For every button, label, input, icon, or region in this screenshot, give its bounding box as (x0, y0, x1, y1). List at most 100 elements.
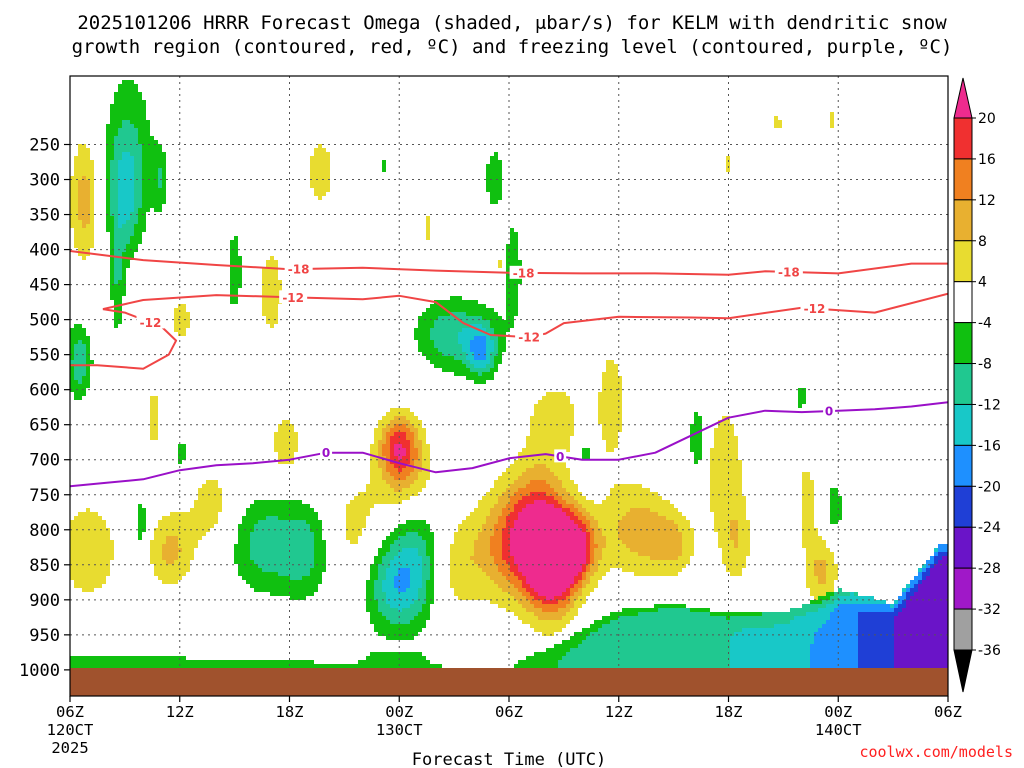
omega-cell (510, 548, 586, 552)
omega-cell (430, 556, 434, 560)
omega-cell (426, 220, 430, 224)
omega-cell (490, 512, 502, 516)
omega-cell (802, 496, 814, 500)
omega-cell (566, 596, 570, 600)
omega-cell (506, 252, 518, 256)
omega-cell (402, 608, 422, 612)
omega-cell (114, 300, 122, 304)
omega-cell (174, 560, 190, 564)
omega-cell (858, 656, 894, 660)
omega-cell (738, 536, 750, 540)
omega-cell (462, 348, 470, 352)
omega-cell (278, 572, 310, 576)
omega-cell (418, 552, 426, 556)
omega-cell (894, 660, 948, 664)
omega-cell (570, 516, 578, 520)
omega-cell (382, 452, 390, 456)
omega-cell (802, 512, 814, 516)
omega-cell (734, 540, 738, 544)
omega-cell (154, 528, 210, 532)
colorbar-bin (953, 158, 973, 201)
omega-cell (906, 584, 910, 588)
omega-cell (70, 360, 86, 364)
omega-cell (582, 568, 586, 572)
omega-cell (694, 456, 702, 460)
omega-cell (450, 296, 462, 300)
omega-cell (738, 544, 750, 548)
omega-cell (138, 520, 146, 524)
omega-cell (118, 188, 134, 192)
omega-cell (582, 592, 590, 596)
omega-cell (118, 196, 134, 200)
omega-cell (498, 496, 510, 500)
omega-cell (370, 568, 378, 572)
omega-cell (710, 460, 742, 464)
omega-cell (426, 236, 430, 240)
omega-cell (774, 624, 822, 628)
omega-cell (814, 568, 826, 572)
omega-cell (250, 536, 314, 540)
omega-cell (110, 252, 114, 256)
omega-cell (722, 560, 746, 564)
omega-cell (490, 160, 502, 164)
omega-cell (378, 464, 386, 468)
omega-cell (498, 264, 502, 268)
omega-cell (418, 340, 434, 344)
omega-cell (802, 544, 826, 548)
omega-cell (250, 584, 318, 588)
omega-cell (498, 476, 518, 480)
omega-cell (174, 320, 190, 324)
omega-cell (114, 240, 130, 244)
omega-cell (114, 96, 142, 100)
omega-cell (894, 652, 948, 656)
omega-cell (502, 472, 522, 476)
omega-cell (110, 188, 118, 192)
omega-cell (462, 328, 486, 332)
omega-cell (382, 428, 390, 432)
omega-cell (230, 244, 238, 248)
colorbar-bin (953, 322, 973, 365)
omega-cell (494, 524, 506, 528)
omega-cell (594, 540, 606, 544)
omega-cell (730, 656, 810, 660)
omega-cell (606, 448, 614, 452)
colorbar-bin (953, 485, 973, 528)
omega-cell (238, 540, 250, 544)
omega-cell (422, 560, 430, 564)
y-tick-label: 850 (29, 556, 60, 576)
omega-cell (70, 380, 78, 384)
y-tick-label: 1000 (19, 661, 60, 681)
omega-cell (494, 152, 498, 156)
chart-title-line-1: 2025101206 HRRR Forecast Omega (shaded, … (77, 12, 947, 34)
omega-cell (118, 168, 134, 172)
omega-cell (506, 488, 518, 492)
source-credit[interactable]: coolwx.com/models (859, 743, 1013, 761)
omega-cell (122, 264, 130, 268)
omega-cell (582, 640, 730, 644)
omega-cell (806, 612, 830, 616)
omega-cell (570, 508, 578, 512)
omega-cell (830, 488, 838, 492)
omega-cell (422, 352, 442, 356)
omega-cell (134, 188, 142, 192)
omega-cell (106, 224, 114, 228)
omega-cell (534, 596, 546, 600)
omega-cell (830, 496, 842, 500)
omega-cell (598, 568, 610, 572)
omega-cell (122, 268, 126, 272)
omega-cell (578, 524, 586, 528)
omega-cell (82, 588, 94, 592)
omega-cell (374, 556, 382, 560)
omega-cell (418, 612, 430, 616)
omega-cell (734, 632, 814, 636)
omega-cell (594, 556, 602, 560)
omega-cell (602, 552, 638, 556)
omega-cell (942, 556, 948, 560)
omega-cell (814, 636, 858, 640)
omega-cell (490, 540, 502, 544)
omega-cell (494, 332, 506, 336)
omega-cell (410, 428, 418, 432)
omega-cell (562, 504, 574, 508)
omega-cell (658, 608, 690, 612)
omega-cell (90, 180, 94, 184)
